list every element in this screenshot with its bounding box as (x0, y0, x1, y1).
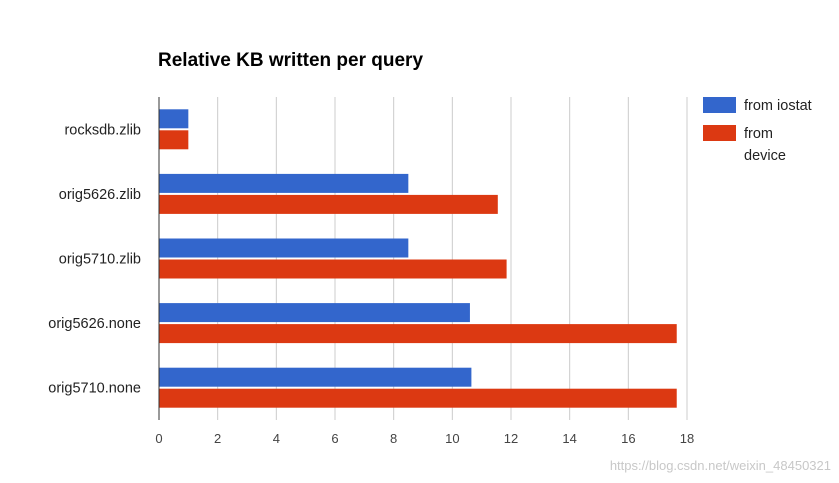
x-tick-label: 12 (504, 431, 518, 446)
bar-iostat-rocksdb-zlib (159, 109, 189, 129)
x-tick-label: 8 (390, 431, 397, 446)
x-tick-label: 18 (680, 431, 694, 446)
x-tick-label: 0 (155, 431, 162, 446)
x-tick-labels: 0 2 4 6 8 10 12 14 16 18 (155, 431, 694, 446)
bar-iostat-orig5626-none (159, 303, 470, 323)
category-label: rocksdb.zlib (64, 122, 141, 138)
x-tick-label: 10 (445, 431, 459, 446)
legend-swatch-device (703, 125, 736, 141)
legend-swatch-iostat (703, 97, 736, 113)
category-label: orig5710.zlib (59, 252, 141, 268)
legend-label-device-line1: from (744, 126, 773, 142)
bar-iostat-orig5710-zlib (159, 238, 409, 258)
category-labels: rocksdb.zlib orig5626.zlib orig5710.zlib or… (48, 122, 141, 396)
bar-device-orig5710-none (159, 388, 677, 408)
x-tick-label: 2 (214, 431, 221, 446)
bar-device-orig5710-zlib (159, 259, 507, 279)
legend-label-device-line2: device (744, 148, 786, 164)
x-tick-label: 14 (562, 431, 576, 446)
legend-label-iostat: from iostat (744, 98, 812, 114)
bar-iostat-orig5710-none (159, 367, 472, 387)
legend: from iostat from device (703, 97, 812, 164)
category-label: orig5710.none (48, 381, 141, 397)
watermark: https://blog.csdn.net/weixin_48450321 (609, 458, 831, 473)
category-label: orig5626.zlib (59, 187, 141, 203)
bar-device-orig5626-none (159, 324, 677, 344)
x-tick-label: 4 (273, 431, 280, 446)
chart-title: Relative KB written per query (158, 50, 423, 71)
bar-iostat-orig5626-zlib (159, 173, 409, 193)
bar-device-orig5626-zlib (159, 194, 498, 214)
bars (159, 109, 677, 408)
x-tick-label: 6 (331, 431, 338, 446)
gridlines (217, 97, 688, 420)
bar-device-rocksdb-zlib (159, 130, 189, 150)
category-label: orig5626.none (48, 316, 141, 332)
x-tick-label: 16 (621, 431, 635, 446)
